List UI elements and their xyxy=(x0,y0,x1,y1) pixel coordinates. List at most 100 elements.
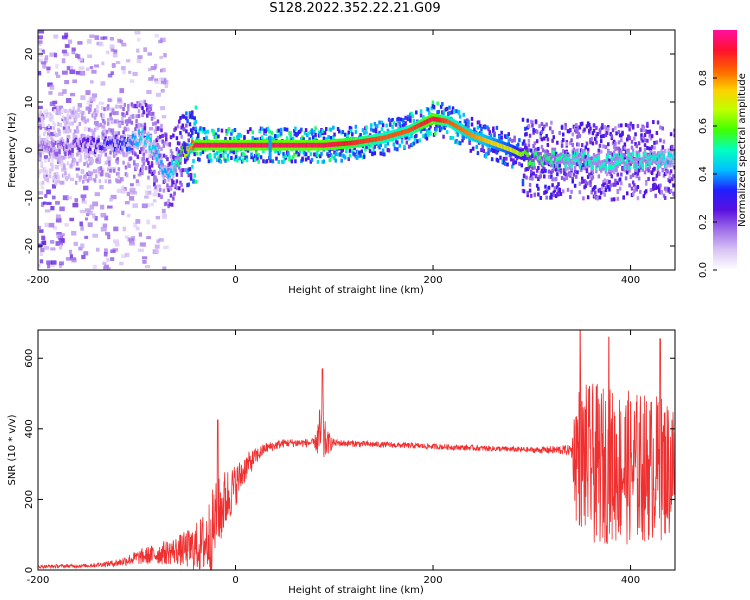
spectrogram-cell xyxy=(540,144,544,149)
x-tick-label: -200 xyxy=(27,275,50,286)
spectrogram-cell xyxy=(620,181,623,186)
spectrogram-cell xyxy=(668,179,672,184)
spectrogram-cell xyxy=(531,154,534,159)
spectrogram-cell xyxy=(524,126,527,131)
spectrogram-cell xyxy=(451,135,455,140)
x-tick-label: 200 xyxy=(423,575,442,586)
x-tick-label: 0 xyxy=(232,575,238,586)
spectrogram-cell xyxy=(372,146,375,151)
spectrogram-cell xyxy=(441,102,444,107)
spectrogram-cell xyxy=(545,195,548,200)
spectrogram-cell xyxy=(96,104,99,109)
spectrogram-cell xyxy=(343,132,347,137)
spectrogram-cell xyxy=(188,167,192,172)
spectrogram-cell xyxy=(257,159,260,164)
spectrogram-cell xyxy=(594,190,597,195)
spectrogram-cell xyxy=(59,122,63,127)
spectrogram-cell xyxy=(332,125,335,130)
spectrogram-cell xyxy=(79,209,84,213)
spectrogram-cell xyxy=(51,167,54,172)
spectrogram-cell xyxy=(79,157,83,162)
spectrogram-cell xyxy=(285,127,289,132)
spectrogram-cell xyxy=(48,174,52,179)
spectrogram-cell xyxy=(198,128,201,133)
spectrogram-cell xyxy=(336,127,340,132)
spectrogram-cell xyxy=(647,176,650,181)
spectrogram-cell xyxy=(53,130,57,135)
spectrogram-cell xyxy=(250,155,253,160)
spectrogram-cell xyxy=(289,134,292,139)
spectrogram-cell xyxy=(135,179,139,183)
spectrogram-cell xyxy=(551,138,554,143)
spectrogram-cell xyxy=(40,202,45,207)
spectrogram-cell xyxy=(168,161,172,166)
spectrogram-cell xyxy=(157,170,161,175)
spectrogram-cell xyxy=(52,175,55,180)
spectrogram-cell xyxy=(113,111,119,116)
spectrogram-cell xyxy=(64,116,67,121)
spectrogram-cell xyxy=(554,151,558,156)
spectrogram-cell xyxy=(452,109,456,114)
spectrogram-cell xyxy=(49,84,55,90)
spectrogram-cell xyxy=(41,235,46,241)
spectrogram-cell xyxy=(668,171,672,176)
spectrogram-cell xyxy=(212,129,215,134)
ridge-core-cell xyxy=(609,164,612,170)
spectrogram-cell xyxy=(117,174,121,179)
spectrogram-cell xyxy=(358,150,361,155)
spectrogram-cell xyxy=(55,241,60,246)
spectrogram-cell xyxy=(362,152,366,157)
ridge-core-cell xyxy=(637,153,641,158)
spectrogram-cell xyxy=(612,197,616,202)
spectrogram-cell xyxy=(347,157,351,162)
spectrogram-cell xyxy=(106,106,110,111)
y-tick-label: 0 xyxy=(24,567,35,573)
ridge-core-cell xyxy=(39,152,42,158)
spectrogram-cell xyxy=(95,247,100,252)
spectrogram-cell xyxy=(356,154,360,159)
spectrogram-cell xyxy=(333,132,336,137)
spectrogram-cell xyxy=(669,132,673,137)
spectrogram-cell xyxy=(230,131,233,136)
spectrogram-cell xyxy=(159,55,164,59)
spectrogram-cell xyxy=(237,135,240,140)
spectrogram-cell xyxy=(136,59,142,64)
spectrogram-cell xyxy=(189,176,193,181)
spectrogram-cell xyxy=(343,155,347,160)
spectrogram-cell xyxy=(117,167,121,172)
spectrogram-cell xyxy=(142,259,147,264)
spectrogram-cell xyxy=(153,178,156,183)
spectrogram-cell xyxy=(112,168,116,173)
spectrogram-cell xyxy=(53,123,57,128)
spectrogram-cell xyxy=(659,138,662,143)
spectrogram-cell xyxy=(53,175,57,180)
spectrogram-cell xyxy=(646,145,649,150)
spectrogram-cell xyxy=(220,128,224,133)
spectrogram-cell xyxy=(155,215,161,220)
spectrogram-cell xyxy=(630,145,634,150)
spectrogram-cell xyxy=(161,208,166,214)
spectrogram-cell xyxy=(50,260,57,265)
spectrogram-cell xyxy=(70,163,73,168)
spectrogram-cell xyxy=(152,249,159,255)
spectrogram-cell xyxy=(63,165,66,170)
spectrogram-cell xyxy=(168,142,172,147)
spectrogram-cell xyxy=(612,144,616,149)
spectrogram-cell xyxy=(314,126,317,131)
spectrogram-cell xyxy=(186,156,189,161)
spectrogram-cell xyxy=(100,169,104,174)
spectrogram-cell xyxy=(260,126,264,131)
ridge-core-cell xyxy=(97,138,100,144)
spectrogram-cell xyxy=(481,146,484,151)
spectrogram-cell xyxy=(40,61,47,65)
spectrogram-cell xyxy=(164,133,168,138)
spectrogram-cell xyxy=(294,159,297,164)
spectrogram-cell xyxy=(595,140,598,145)
spectrogram-cell xyxy=(346,133,349,138)
spectrogram-cell xyxy=(116,157,119,162)
spectrogram-cell xyxy=(55,217,62,223)
spectrogram-cell xyxy=(78,178,81,183)
spectrogram-cell xyxy=(41,119,45,124)
spectrogram-cell xyxy=(636,171,640,176)
spectrogram-cell xyxy=(83,126,88,132)
